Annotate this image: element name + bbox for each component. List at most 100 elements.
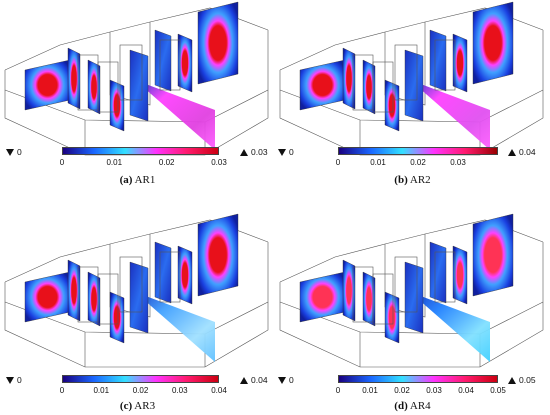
panel-ar4: 0 0 0.01 0.02 0.03 0.04 0.05 0.05 (d) AR4 bbox=[275, 207, 550, 414]
flow-slice bbox=[87, 59, 101, 115]
colorbar bbox=[338, 375, 498, 383]
max-triangle-icon bbox=[240, 149, 248, 157]
flow-slice bbox=[129, 261, 149, 334]
flow-slice bbox=[24, 59, 71, 111]
min-label: 0 bbox=[6, 375, 22, 385]
colorbar-tick-label: 0.01 bbox=[93, 386, 110, 395]
flow-slice bbox=[67, 259, 81, 322]
colorbar bbox=[62, 375, 219, 383]
flow-slice bbox=[129, 49, 149, 122]
equipment-box bbox=[159, 39, 181, 91]
colorbar-tick-label: 0.04 bbox=[211, 386, 227, 395]
flow-slice bbox=[154, 29, 172, 92]
flow-slice bbox=[452, 33, 468, 93]
flow-slice bbox=[109, 79, 125, 132]
flow-slice bbox=[342, 259, 356, 322]
flow-slice bbox=[429, 29, 447, 92]
colorbar-tick-label: 0.04 bbox=[458, 386, 474, 395]
floor-slice bbox=[410, 80, 490, 150]
max-label: 0.04 bbox=[240, 375, 268, 385]
min-label: 0 bbox=[278, 375, 294, 385]
flow-slice bbox=[404, 49, 424, 122]
flow-slice bbox=[384, 79, 400, 132]
min-label: 0 bbox=[278, 147, 294, 157]
colorbar-tick-label: 0 bbox=[335, 158, 341, 167]
max-label: 0.05 bbox=[508, 375, 536, 385]
colorbar-tick-label: 0.02 bbox=[410, 158, 426, 167]
flow-slice bbox=[299, 59, 346, 111]
colorbar-tick-label: 0 bbox=[59, 158, 65, 167]
colorbar-ticks: 0 0.01 0.02 0.03 0.04 0.05 bbox=[335, 386, 506, 396]
panel-ar2: 0 0 0.01 0.02 0.03 0.04 (b) AR2 bbox=[275, 0, 550, 207]
equipment-box bbox=[159, 251, 181, 303]
flow-slice bbox=[177, 33, 193, 93]
floor-slice bbox=[410, 292, 490, 362]
flow-slice bbox=[404, 261, 424, 334]
min-triangle-icon bbox=[278, 149, 286, 157]
max-triangle-icon bbox=[508, 149, 516, 157]
max-label: 0.04 bbox=[508, 147, 536, 157]
colorbar-tick-label: 0.01 bbox=[362, 386, 378, 395]
min-triangle-icon bbox=[278, 377, 286, 385]
floor-slice bbox=[135, 80, 215, 150]
flow-slice bbox=[362, 59, 376, 115]
colorbar-tick-label: 0 bbox=[59, 386, 65, 395]
panel-ar3: 0 0 0.01 0.02 0.03 0.04 0.04 (c) AR3 bbox=[0, 207, 275, 414]
colorbar-ticks: 0 0.01 0.02 0.03 0.04 bbox=[59, 386, 227, 396]
panel-caption: (a) AR1 bbox=[119, 174, 156, 186]
min-label: 0 bbox=[6, 147, 22, 157]
equipment-box bbox=[434, 39, 456, 91]
simulation-scene bbox=[4, 213, 269, 368]
panel-caption: (b) AR2 bbox=[394, 174, 431, 186]
colorbar-tick-label: 0.02 bbox=[394, 386, 410, 395]
min-triangle-icon bbox=[6, 377, 14, 385]
colorbar-tick-label: 0.02 bbox=[132, 386, 149, 395]
floor-slice bbox=[135, 292, 215, 362]
wireframe-bottom bbox=[279, 30, 544, 156]
colorbar-tick-label: 0.03 bbox=[450, 158, 466, 167]
max-label: 0.03 bbox=[240, 147, 268, 157]
simulation-scene bbox=[4, 1, 269, 156]
colorbar-tick-label: 0.02 bbox=[158, 158, 175, 167]
flow-slice bbox=[429, 241, 447, 304]
simulation-scene bbox=[279, 213, 544, 368]
panel-ar1: 0 0 0.01 0.02 0.03 0.03 (a) AR1 bbox=[0, 0, 275, 207]
flow-slice bbox=[472, 1, 514, 85]
min-triangle-icon bbox=[6, 149, 14, 157]
colorbar-tick-label: 0.05 bbox=[490, 386, 506, 395]
flow-slice bbox=[87, 271, 101, 327]
wireframe-bottom bbox=[279, 242, 544, 368]
equipment-box bbox=[119, 256, 143, 313]
equipment-box bbox=[394, 256, 418, 313]
colorbar bbox=[62, 147, 219, 155]
wireframe-bottom bbox=[4, 242, 269, 368]
flow-slice bbox=[299, 271, 346, 323]
colorbar-tick-label: 0.01 bbox=[370, 158, 386, 167]
wireframe-bottom bbox=[4, 30, 269, 156]
colorbar-tick-label: 0.03 bbox=[211, 158, 227, 167]
colorbar-tick-label: 0 bbox=[335, 386, 341, 395]
equipment-box bbox=[97, 273, 119, 325]
flow-slice bbox=[67, 47, 81, 110]
flow-slice bbox=[384, 291, 400, 344]
flow-slice bbox=[197, 1, 239, 85]
colorbar-tick-label: 0.03 bbox=[426, 386, 442, 395]
colorbar bbox=[338, 147, 498, 155]
flow-slice bbox=[24, 271, 71, 323]
equipment-box bbox=[372, 61, 394, 113]
panel-caption: (c) AR3 bbox=[119, 400, 156, 412]
flow-slice bbox=[452, 245, 468, 305]
flow-slice bbox=[109, 291, 125, 344]
equipment-box bbox=[97, 61, 119, 113]
panel-caption: (d) AR4 bbox=[394, 400, 431, 412]
simulation-scene bbox=[279, 1, 544, 156]
flow-slice bbox=[342, 47, 356, 110]
colorbar-ticks: 0 0.01 0.02 0.03 bbox=[335, 158, 498, 168]
colorbar-ticks: 0 0.01 0.02 0.03 bbox=[59, 158, 227, 168]
flow-slice bbox=[362, 271, 376, 327]
colorbar-tick-label: 0.01 bbox=[106, 158, 123, 167]
colorbar-tick-label: 0.03 bbox=[171, 386, 188, 395]
equipment-box bbox=[434, 251, 456, 303]
equipment-box bbox=[372, 273, 394, 325]
flow-slice bbox=[197, 213, 239, 297]
